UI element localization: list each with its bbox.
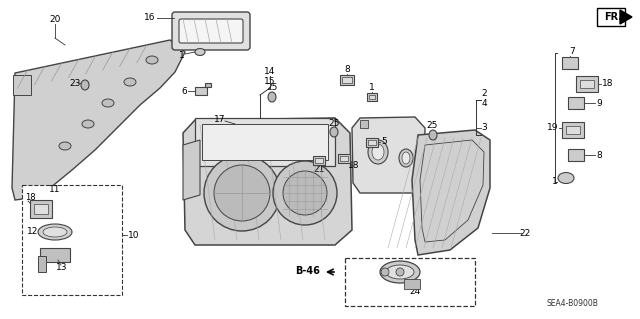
- Bar: [340, 75, 354, 85]
- Polygon shape: [620, 10, 632, 24]
- Bar: [30, 200, 52, 218]
- Bar: [34, 204, 48, 214]
- Bar: [340, 155, 348, 160]
- Bar: [315, 158, 323, 162]
- Text: 11: 11: [49, 186, 61, 195]
- Bar: [205, 83, 211, 87]
- Bar: [202, 124, 328, 160]
- Text: 3: 3: [481, 123, 487, 132]
- Ellipse shape: [38, 224, 72, 240]
- Circle shape: [396, 268, 404, 276]
- Text: 21: 21: [314, 166, 324, 174]
- Text: 1: 1: [552, 177, 558, 187]
- Text: 1: 1: [369, 84, 375, 93]
- Text: 25: 25: [426, 122, 438, 130]
- Polygon shape: [12, 40, 185, 200]
- Text: 17: 17: [214, 115, 226, 124]
- FancyBboxPatch shape: [179, 19, 243, 43]
- Text: 12: 12: [28, 227, 38, 236]
- Text: 6: 6: [181, 86, 187, 95]
- Bar: [404, 279, 420, 289]
- Bar: [342, 77, 352, 83]
- Text: B-46: B-46: [295, 266, 320, 276]
- Bar: [562, 122, 584, 138]
- Ellipse shape: [268, 92, 276, 102]
- Text: 1: 1: [179, 51, 185, 61]
- Bar: [576, 76, 598, 92]
- Bar: [195, 118, 335, 166]
- Text: 25: 25: [328, 120, 340, 129]
- Ellipse shape: [372, 144, 384, 160]
- Polygon shape: [183, 140, 200, 200]
- Text: 8: 8: [596, 151, 602, 160]
- Text: 8: 8: [344, 65, 350, 75]
- Bar: [367, 93, 377, 101]
- Text: 18: 18: [602, 79, 614, 88]
- Ellipse shape: [386, 265, 414, 279]
- Ellipse shape: [330, 127, 338, 137]
- Text: 4: 4: [481, 100, 487, 108]
- Ellipse shape: [399, 149, 413, 167]
- Ellipse shape: [81, 80, 89, 90]
- Text: 24: 24: [410, 287, 420, 296]
- Text: SEA4-B0900B: SEA4-B0900B: [546, 299, 598, 308]
- Bar: [40, 248, 70, 262]
- Circle shape: [283, 171, 327, 215]
- FancyBboxPatch shape: [597, 8, 625, 26]
- Ellipse shape: [558, 173, 574, 183]
- Bar: [13, 75, 31, 95]
- Text: 13: 13: [56, 263, 68, 272]
- Bar: [580, 80, 594, 88]
- Ellipse shape: [59, 142, 71, 150]
- Bar: [360, 120, 368, 128]
- Text: 2: 2: [481, 90, 487, 99]
- Ellipse shape: [429, 130, 437, 140]
- Ellipse shape: [402, 152, 410, 164]
- Polygon shape: [352, 117, 425, 193]
- Polygon shape: [183, 118, 352, 245]
- Text: 14: 14: [264, 68, 276, 77]
- Ellipse shape: [146, 56, 158, 64]
- Circle shape: [214, 165, 270, 221]
- Text: 18: 18: [348, 160, 360, 169]
- Text: 25: 25: [266, 84, 278, 93]
- Text: 5: 5: [381, 137, 387, 146]
- Bar: [338, 153, 350, 162]
- Ellipse shape: [82, 120, 94, 128]
- Circle shape: [204, 155, 280, 231]
- Bar: [568, 97, 584, 109]
- Bar: [313, 155, 325, 165]
- Text: 18: 18: [25, 194, 36, 203]
- Text: 20: 20: [49, 16, 61, 25]
- Bar: [195, 87, 207, 95]
- Bar: [345, 258, 475, 306]
- Ellipse shape: [102, 99, 114, 107]
- Circle shape: [381, 268, 389, 276]
- Bar: [368, 139, 376, 145]
- Ellipse shape: [380, 261, 420, 283]
- Ellipse shape: [43, 227, 67, 237]
- Text: 23: 23: [69, 78, 81, 87]
- Bar: [566, 126, 580, 134]
- Text: 10: 10: [128, 231, 140, 240]
- Text: 16: 16: [143, 13, 155, 23]
- Ellipse shape: [195, 48, 205, 56]
- Bar: [562, 57, 578, 69]
- Text: 7: 7: [569, 48, 575, 56]
- Bar: [369, 95, 375, 99]
- Ellipse shape: [124, 78, 136, 86]
- FancyBboxPatch shape: [172, 12, 250, 50]
- Bar: [22, 185, 122, 295]
- Circle shape: [273, 161, 337, 225]
- Text: 22: 22: [520, 228, 531, 238]
- Ellipse shape: [368, 140, 388, 164]
- Bar: [568, 149, 584, 161]
- Bar: [366, 137, 378, 146]
- Polygon shape: [412, 130, 490, 255]
- Text: FR.: FR.: [604, 12, 622, 22]
- Text: 15: 15: [264, 78, 276, 86]
- Text: 19: 19: [547, 123, 558, 132]
- Text: 9: 9: [596, 99, 602, 108]
- Bar: [38, 256, 46, 272]
